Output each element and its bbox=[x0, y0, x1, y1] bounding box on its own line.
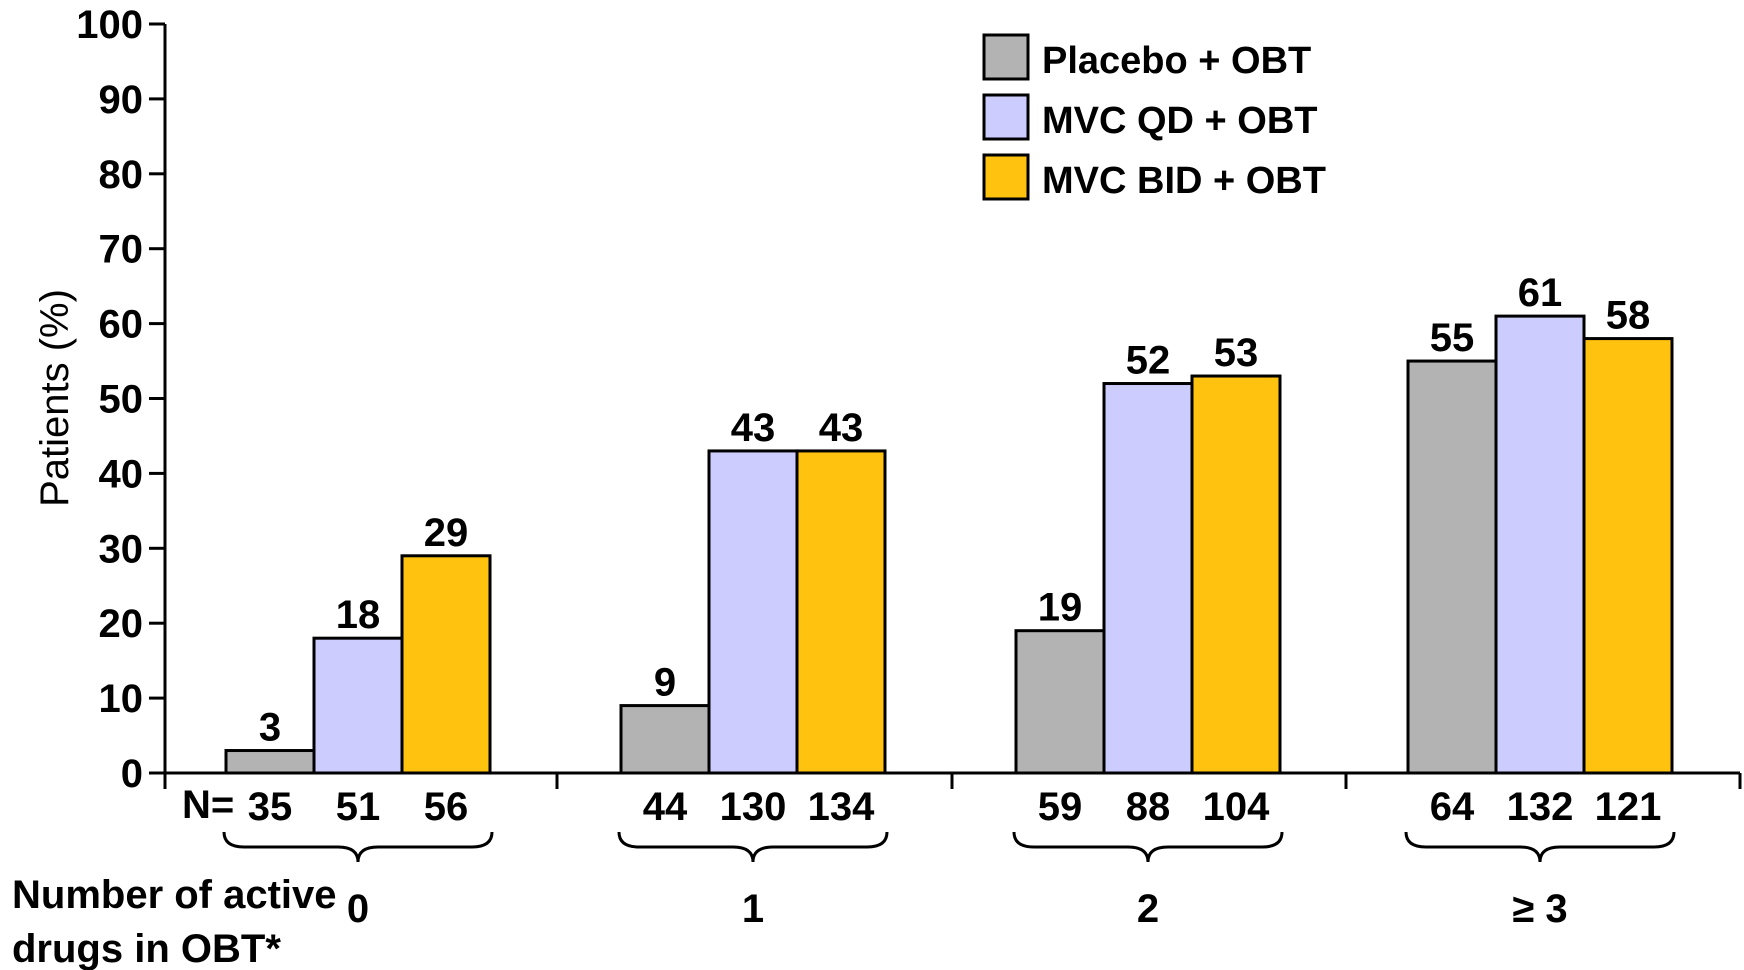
bar bbox=[707, 449, 799, 775]
n-label: 134 bbox=[808, 785, 875, 829]
value-label: 3 bbox=[259, 706, 281, 750]
labels: 3 35 18 51 29 56 0 9 44 43 130 43 134 1 19 59 52 88 53 104 2… bbox=[12, 271, 1676, 970]
value-label: 58 bbox=[1606, 294, 1651, 338]
legend-label: MVC BID + OBT bbox=[1042, 160, 1326, 202]
y-tick-label: 0 bbox=[121, 752, 143, 796]
y-tick-label: 20 bbox=[99, 602, 144, 646]
y-tick-label: 70 bbox=[99, 228, 144, 272]
group-brace bbox=[1404, 831, 1676, 863]
n-label: 44 bbox=[643, 785, 688, 829]
legend-label: Placebo + OBT bbox=[1042, 40, 1311, 82]
group-brace bbox=[222, 831, 494, 863]
y-tick-label: 60 bbox=[99, 303, 144, 347]
legend-swatch bbox=[982, 93, 1030, 141]
value-label: 61 bbox=[1518, 271, 1563, 315]
bar bbox=[312, 636, 404, 775]
value-label: 29 bbox=[424, 511, 469, 555]
bar bbox=[1494, 314, 1586, 775]
legend: Placebo + OBT MVC QD + OBT MVC BID + OBT bbox=[982, 33, 1326, 202]
n-prefix-label: N= bbox=[182, 783, 234, 827]
category-label: ≥ 3 bbox=[1512, 887, 1567, 931]
bar bbox=[1014, 629, 1106, 775]
bar bbox=[1582, 337, 1674, 775]
y-axis-title: Patients (%) bbox=[33, 289, 77, 507]
y-tick-label: 90 bbox=[99, 78, 144, 122]
y-tick-label: 50 bbox=[99, 378, 144, 422]
n-label: 132 bbox=[1507, 785, 1574, 829]
bar bbox=[400, 554, 492, 775]
bar bbox=[1102, 382, 1194, 775]
n-label: 88 bbox=[1126, 785, 1171, 829]
value-label: 53 bbox=[1214, 331, 1259, 375]
bar bbox=[1190, 374, 1282, 775]
legend-label: MVC QD + OBT bbox=[1042, 100, 1318, 142]
n-label: 56 bbox=[424, 785, 469, 829]
n-label: 64 bbox=[1430, 785, 1475, 829]
group-brace bbox=[1012, 831, 1284, 863]
n-label: 59 bbox=[1038, 785, 1083, 829]
bar bbox=[224, 749, 316, 775]
x-axis-title-line2: drugs in OBT* bbox=[12, 927, 281, 970]
group-brace bbox=[617, 831, 889, 863]
bars bbox=[224, 314, 1674, 775]
y-tick-label: 40 bbox=[99, 452, 144, 496]
bar bbox=[619, 704, 711, 775]
legend-swatch bbox=[982, 153, 1030, 201]
value-label: 43 bbox=[731, 406, 776, 450]
legend-swatch bbox=[982, 33, 1030, 81]
category-label: 1 bbox=[742, 887, 764, 931]
x-axis-title-line1: Number of active bbox=[12, 873, 337, 917]
category-label: 2 bbox=[1137, 887, 1159, 931]
value-label: 55 bbox=[1430, 316, 1475, 360]
bar bbox=[795, 449, 887, 775]
y-tick-label: 30 bbox=[99, 527, 144, 571]
value-label: 19 bbox=[1038, 586, 1083, 630]
category-label: 0 bbox=[347, 887, 369, 931]
y-tick-label: 100 bbox=[76, 3, 143, 47]
bar bbox=[1406, 359, 1498, 775]
n-label: 130 bbox=[720, 785, 787, 829]
y-tick-label: 10 bbox=[99, 677, 144, 721]
n-label: 121 bbox=[1595, 785, 1662, 829]
n-label: 104 bbox=[1203, 785, 1270, 829]
n-label: 35 bbox=[248, 785, 293, 829]
n-label: 51 bbox=[336, 785, 381, 829]
value-label: 52 bbox=[1126, 339, 1171, 383]
value-label: 9 bbox=[654, 661, 676, 705]
y-tick-label: 80 bbox=[99, 153, 144, 197]
value-label: 43 bbox=[819, 406, 864, 450]
value-label: 18 bbox=[336, 593, 381, 637]
